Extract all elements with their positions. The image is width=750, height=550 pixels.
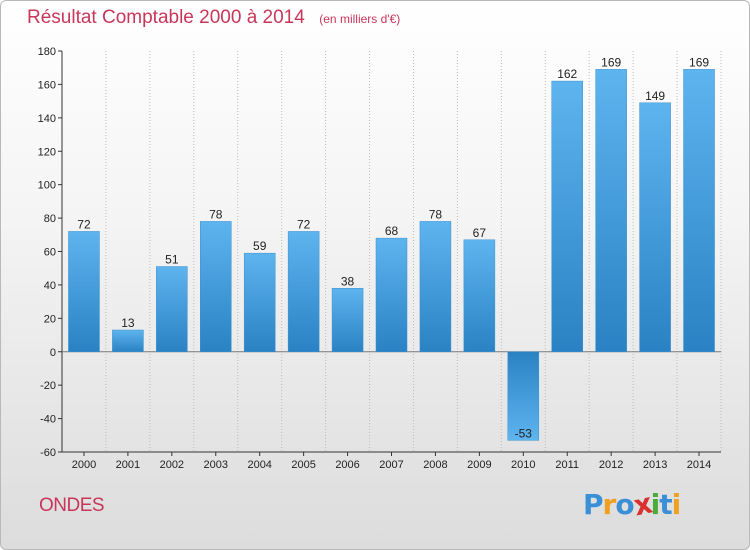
value-label: 13 — [121, 316, 135, 330]
x-tick-label: 2009 — [467, 459, 491, 471]
x-tick-label: 2014 — [687, 459, 711, 471]
x-tick-label: 2002 — [160, 459, 184, 471]
x-tick-label: 2008 — [423, 459, 447, 471]
logo-letter: r — [602, 488, 617, 521]
value-label: 162 — [557, 67, 577, 81]
bar — [68, 231, 100, 352]
value-label: 51 — [165, 253, 179, 267]
y-tick-label: 60 — [44, 247, 56, 259]
bar — [463, 239, 496, 352]
y-tick-label: 160 — [38, 79, 56, 91]
value-label: 169 — [601, 55, 621, 69]
y-tick-label: 0 — [50, 347, 56, 359]
logo-letter: o — [615, 488, 634, 521]
proxiti-logo: Proxiti — [583, 487, 682, 523]
value-label: 78 — [209, 207, 223, 221]
logo-letter: P — [583, 488, 604, 521]
value-label: -53 — [515, 426, 533, 440]
x-tick-label: 2006 — [335, 459, 359, 471]
bar — [200, 221, 232, 352]
y-tick-label: 80 — [44, 213, 56, 225]
value-label: 59 — [253, 239, 267, 253]
x-tick-label: 2003 — [204, 459, 228, 471]
x-tick-label: 2005 — [291, 459, 315, 471]
bar — [112, 329, 144, 353]
bar — [595, 69, 627, 352]
chart-header: Résultat Comptable 2000 à 2014 (en milli… — [27, 7, 400, 29]
value-label: 67 — [473, 226, 487, 240]
x-tick-label: 2011 — [555, 459, 579, 471]
logo-letter: i — [650, 488, 661, 521]
y-tick-label: -20 — [40, 380, 56, 392]
bar — [156, 266, 188, 353]
chart-subtitle: (en milliers d'€) — [319, 12, 401, 26]
bar — [507, 351, 540, 441]
logo-letter: t — [659, 488, 672, 521]
bar — [683, 69, 715, 352]
logo-letter: i — [671, 488, 682, 521]
value-label: 72 — [297, 217, 311, 231]
value-label: 72 — [77, 217, 91, 231]
x-tick-label: 2013 — [643, 459, 667, 471]
y-tick-label: 140 — [38, 113, 56, 125]
y-tick-label: -40 — [40, 414, 56, 426]
x-tick-label: 2010 — [511, 459, 535, 471]
x-tick-label: 2001 — [116, 459, 140, 471]
value-label: 78 — [429, 207, 443, 221]
place-name: ONDES — [39, 495, 105, 516]
x-tick-label: 2012 — [599, 459, 623, 471]
value-label: 38 — [341, 274, 355, 288]
x-tick-label: 2004 — [247, 459, 271, 471]
y-tick-label: -60 — [40, 447, 56, 459]
value-label: 169 — [689, 55, 709, 69]
bar — [331, 288, 364, 352]
y-tick-label: 180 — [38, 46, 56, 58]
bar — [639, 102, 671, 352]
y-tick-label: 120 — [38, 146, 56, 158]
y-tick-label: 40 — [44, 280, 56, 292]
x-tick-label: 2000 — [72, 459, 96, 471]
y-tick-label: 100 — [38, 180, 56, 192]
value-label: 68 — [385, 224, 399, 238]
bar — [551, 80, 583, 352]
bar — [375, 237, 408, 352]
bar — [287, 231, 320, 352]
bar — [419, 221, 452, 352]
bar — [243, 252, 276, 353]
value-label: 149 — [645, 89, 665, 103]
chart-title: Résultat Comptable 2000 à 2014 — [27, 7, 305, 28]
x-tick-label: 2007 — [379, 459, 403, 471]
y-tick-label: 20 — [44, 313, 56, 325]
